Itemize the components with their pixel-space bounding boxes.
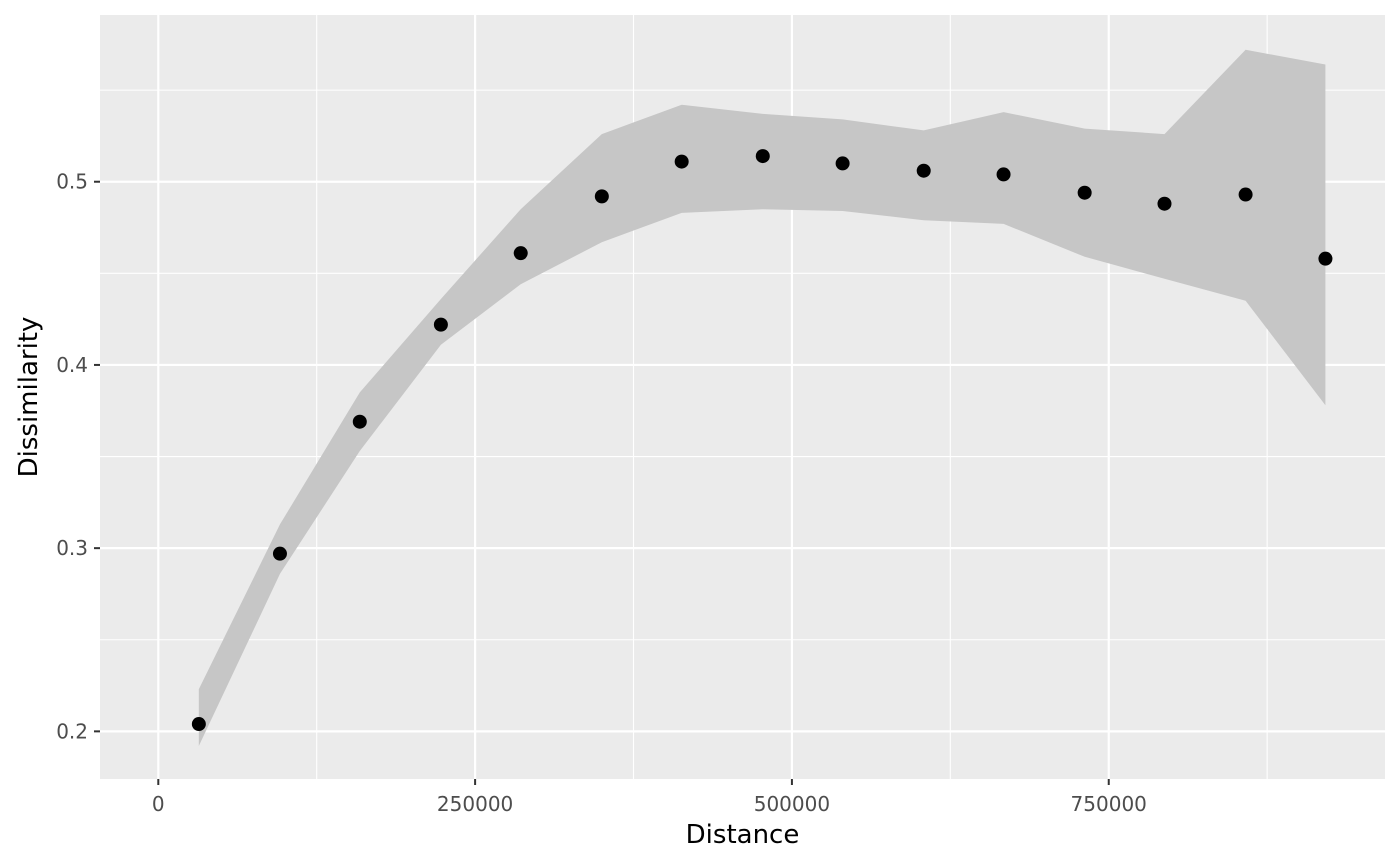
y-tick-label: 0.3 — [56, 536, 88, 560]
y-axis-title: Dissimilarity — [14, 317, 44, 478]
data-point — [996, 167, 1011, 182]
data-point — [594, 189, 609, 204]
data-point — [433, 317, 448, 332]
y-axis-ticks: 0.2 0.3 0.4 0.5 — [56, 170, 100, 743]
data-point — [916, 163, 931, 178]
data-point — [272, 546, 287, 561]
confidence-ribbon — [198, 49, 1326, 747]
x-axis-ticks: 0 250000 500000 750000 — [152, 779, 1147, 816]
data-point — [191, 717, 206, 732]
y-tick-label: 0.2 — [56, 719, 88, 743]
data-point — [513, 246, 528, 261]
data-point — [1318, 251, 1333, 266]
data-point — [1238, 187, 1253, 202]
data-point — [1157, 196, 1172, 211]
data-point — [1077, 185, 1092, 200]
data-point — [835, 156, 850, 171]
major-gridlines — [100, 15, 1385, 779]
x-tick-label: 500000 — [754, 792, 830, 816]
x-tick-label: 250000 — [437, 792, 513, 816]
x-axis-title: Distance — [686, 820, 800, 850]
y-tick-label: 0.5 — [56, 170, 88, 194]
data-point — [352, 414, 367, 429]
data-point — [674, 154, 689, 169]
x-tick-label: 750000 — [1071, 792, 1147, 816]
x-tick-label: 0 — [152, 792, 165, 816]
data-points — [191, 149, 1333, 732]
y-tick-label: 0.4 — [56, 353, 88, 377]
data-point — [755, 149, 770, 164]
